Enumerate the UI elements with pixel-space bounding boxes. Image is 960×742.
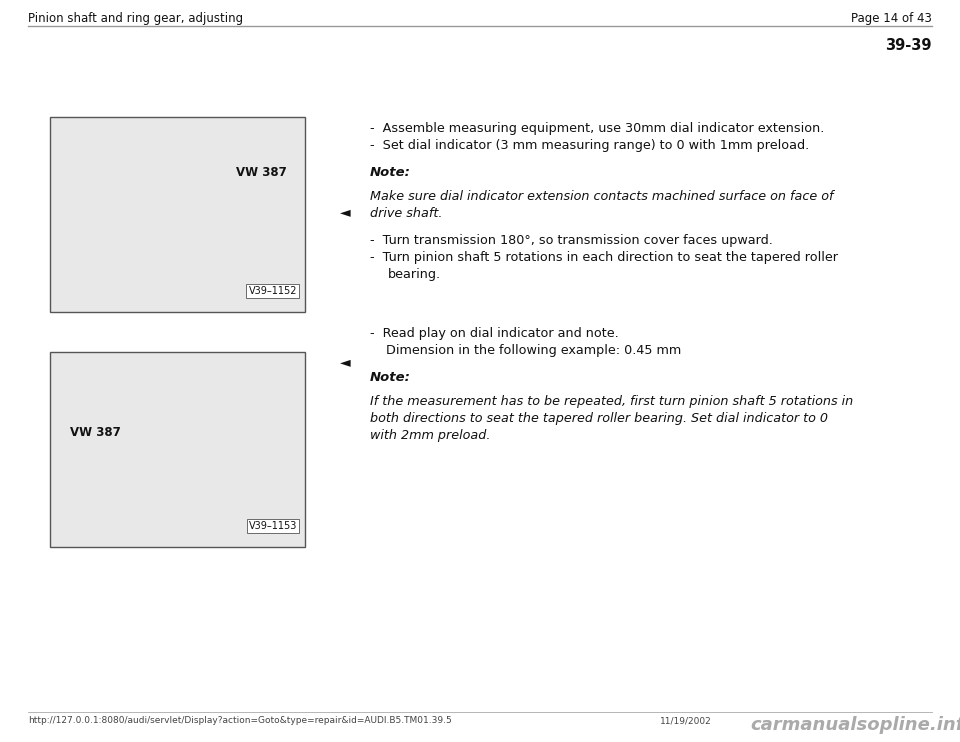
Text: 39-39: 39-39 [885,38,932,53]
Text: VW 387: VW 387 [70,425,121,439]
Text: ◄: ◄ [340,205,350,219]
Text: bearing.: bearing. [388,268,442,281]
Text: -  Turn transmission 180°, so transmission cover faces upward.: - Turn transmission 180°, so transmissio… [370,234,773,247]
Text: If the measurement has to be repeated, first turn pinion shaft 5 rotations in: If the measurement has to be repeated, f… [370,395,853,408]
Text: ◄: ◄ [340,355,350,369]
Bar [50,352,305,547]
Text: http://127.0.0.1:8080/audi/servlet/Display?action=Goto&type=repair&id=AUDI.B5.TM: http://127.0.0.1:8080/audi/servlet/Displ… [28,716,452,725]
Text: Note:: Note: [370,166,411,179]
Text: -  Read play on dial indicator and note.: - Read play on dial indicator and note. [370,327,619,340]
Text: drive shaft.: drive shaft. [370,207,443,220]
Text: both directions to seat the tapered roller bearing. Set dial indicator to 0: both directions to seat the tapered roll… [370,412,828,425]
Text: V39–1152: V39–1152 [249,286,297,296]
Text: Note:: Note: [370,371,411,384]
Text: carmanualsopline.info: carmanualsopline.info [750,716,960,734]
Text: Make sure dial indicator extension contacts machined surface on face of: Make sure dial indicator extension conta… [370,190,833,203]
Text: Pinion shaft and ring gear, adjusting: Pinion shaft and ring gear, adjusting [28,12,243,25]
Text: 11/19/2002: 11/19/2002 [660,716,711,725]
Text: Dimension in the following example: 0.45 mm: Dimension in the following example: 0.45… [370,344,682,357]
Text: Page 14 of 43: Page 14 of 43 [852,12,932,25]
Bar [50,117,305,312]
Text: -  Turn pinion shaft 5 rotations in each direction to seat the tapered roller: - Turn pinion shaft 5 rotations in each … [370,251,838,264]
Text: -  Assemble measuring equipment, use 30mm dial indicator extension.: - Assemble measuring equipment, use 30mm… [370,122,825,135]
Text: V39–1153: V39–1153 [249,521,297,531]
Text: with 2mm preload.: with 2mm preload. [370,429,491,442]
Text: -  Set dial indicator (3 mm measuring range) to 0 with 1mm preload.: - Set dial indicator (3 mm measuring ran… [370,139,809,152]
Text: VW 387: VW 387 [236,165,287,179]
